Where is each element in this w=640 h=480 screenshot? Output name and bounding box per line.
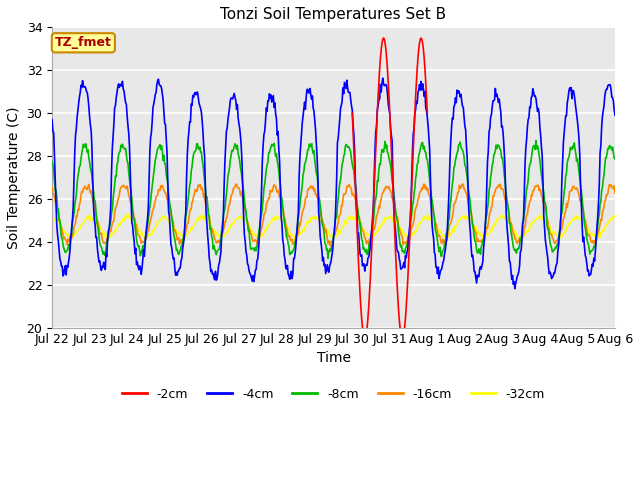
- Text: TZ_fmet: TZ_fmet: [55, 36, 112, 49]
- Y-axis label: Soil Temperature (C): Soil Temperature (C): [7, 106, 21, 249]
- X-axis label: Time: Time: [317, 351, 351, 365]
- Title: Tonzi Soil Temperatures Set B: Tonzi Soil Temperatures Set B: [220, 7, 447, 22]
- Legend: -2cm, -4cm, -8cm, -16cm, -32cm: -2cm, -4cm, -8cm, -16cm, -32cm: [117, 383, 550, 406]
